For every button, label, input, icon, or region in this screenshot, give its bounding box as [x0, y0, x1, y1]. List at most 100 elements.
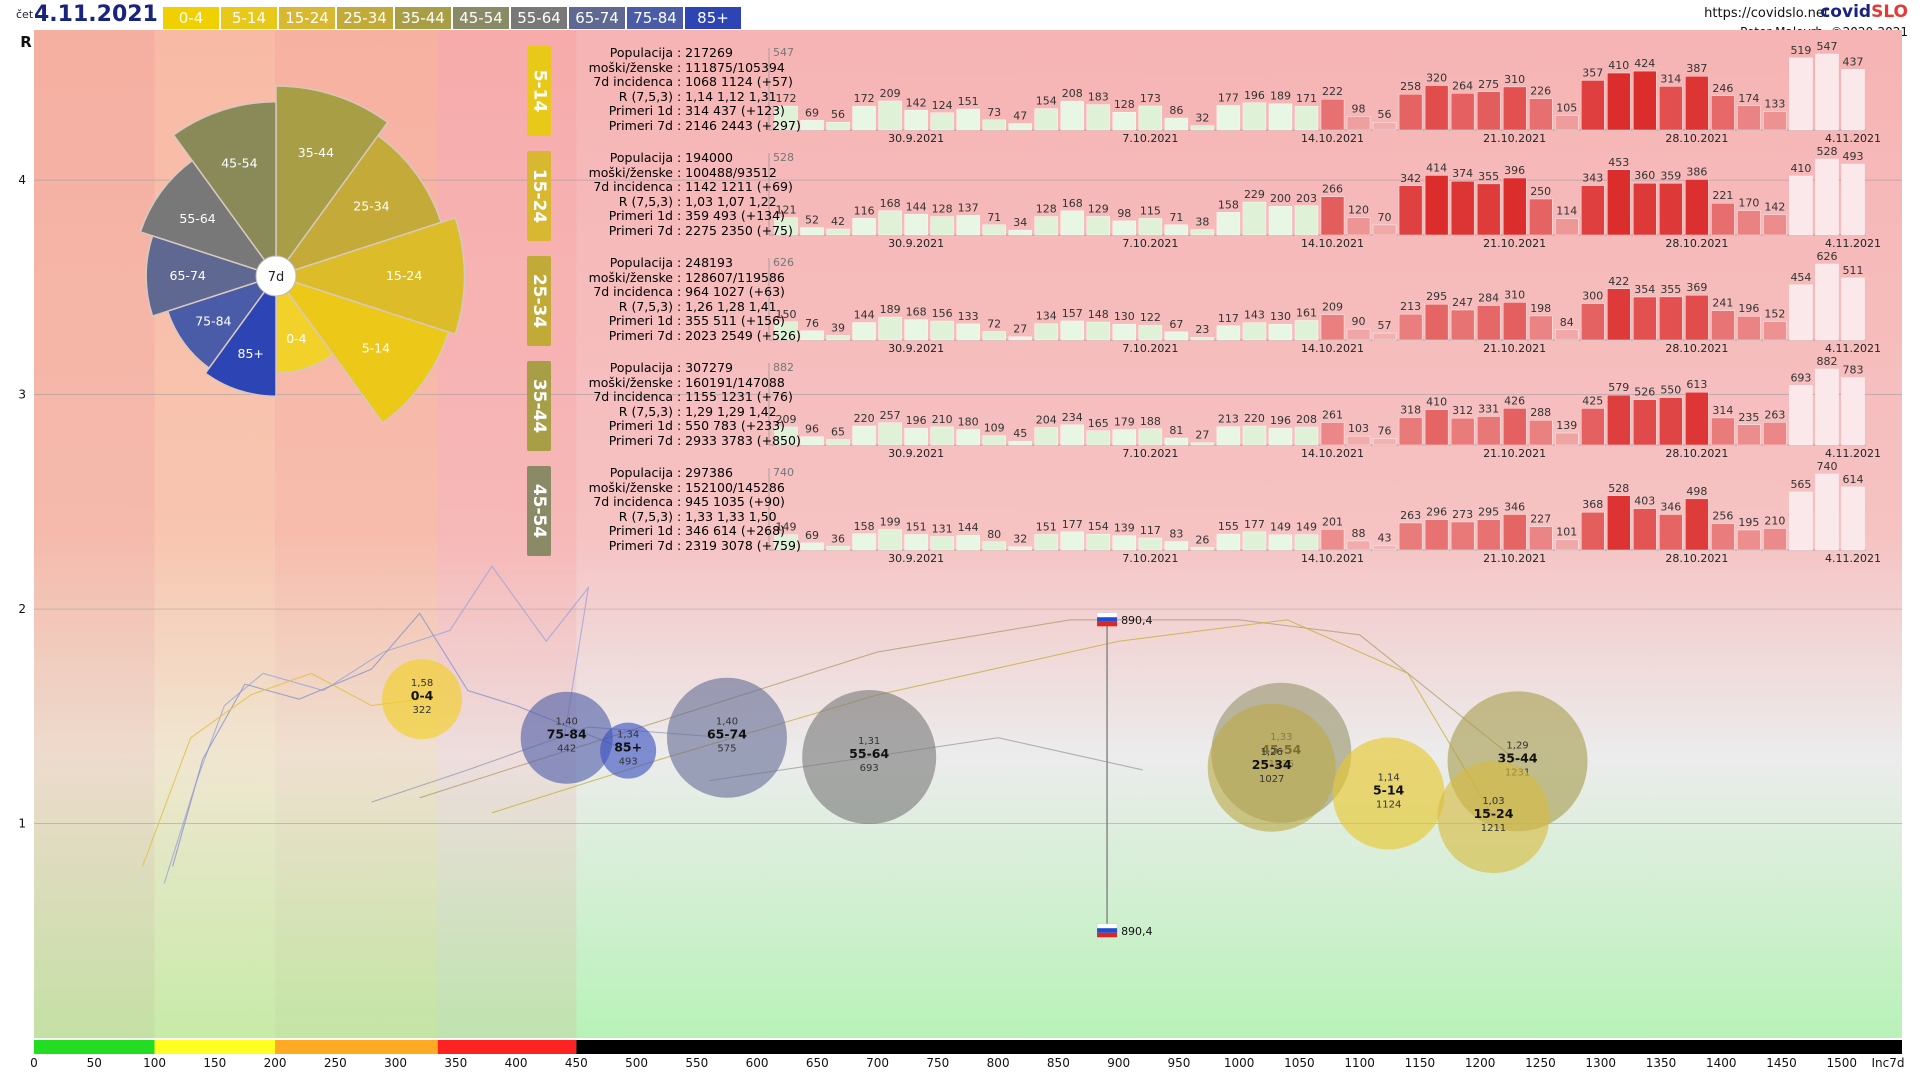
bubble-15-24 — [1437, 761, 1550, 874]
panel-date-label: 30.9.2021 — [888, 237, 944, 250]
panel-bar — [1424, 85, 1449, 131]
info-row: Populacija: 297386 — [555, 465, 801, 481]
panel-bar-value: 437 — [1842, 55, 1863, 68]
panel-bar-value: 213 — [1218, 413, 1239, 426]
panel-bar-value: 170 — [1738, 197, 1759, 210]
info-key: 7d incidenca — [593, 389, 673, 405]
age-filter-15-24[interactable]: 15-24 — [279, 7, 335, 29]
bubble-55-64 — [802, 690, 937, 825]
panel-date-label: 30.9.2021 — [888, 342, 944, 355]
panel-bar — [1424, 303, 1449, 341]
panel-bar-value: 273 — [1452, 508, 1473, 521]
age-filter-35-44[interactable]: 35-44 — [395, 7, 451, 29]
info-value: : 964 1027 (+63) — [677, 284, 785, 300]
panel-bar — [800, 436, 824, 446]
panel-bar-value: 168 — [880, 197, 901, 210]
info-row: R (7,5,3): 1,03 1,07 1,22 — [555, 194, 793, 210]
panel-bar — [1528, 419, 1553, 446]
panel-bar-value: 235 — [1738, 411, 1759, 424]
panel-bar-value: 157 — [1062, 307, 1083, 320]
age-filter-75-84[interactable]: 75-84 — [627, 7, 683, 29]
panel-bar-value: 414 — [1426, 161, 1447, 174]
panel-bar — [1424, 519, 1449, 551]
brand-part-slo: SLO — [1871, 2, 1908, 22]
age-filter-5-14[interactable]: 5-14 — [221, 7, 277, 29]
slovenia-incidence-label: 890,4 — [1121, 925, 1153, 938]
panel-bar-value: 155 — [1218, 520, 1239, 533]
panel-bar-value: 80 — [987, 528, 1001, 541]
panel-bar — [1216, 105, 1241, 131]
panel-bar-value: 156 — [932, 307, 953, 320]
panel-bar-value: 137 — [958, 201, 979, 214]
panel-bar-value: 158 — [1218, 198, 1239, 211]
panel-bar — [774, 426, 798, 446]
age-filter-0-4[interactable]: 0-4 — [163, 7, 219, 29]
panel-bar-value: 257 — [880, 409, 901, 422]
panel-bar-value: 45 — [1013, 427, 1027, 440]
panel-bar — [1685, 179, 1709, 236]
panel-bar-value: 84 — [1560, 316, 1574, 329]
report-date: 4.11.2021 — [34, 2, 158, 27]
panel-bar — [852, 105, 876, 131]
panel-age-label-text: 15-24 — [529, 168, 549, 224]
panel-date-label: 21.10.2021 — [1483, 447, 1546, 460]
panel-bar — [1320, 98, 1345, 131]
panel-bar-value: 264 — [1452, 79, 1473, 92]
panel-bar — [1581, 185, 1605, 236]
y-axis-label: R — [20, 33, 32, 51]
panel-bar — [878, 316, 902, 341]
panel-bar — [1008, 123, 1032, 131]
panel-info-block: Populacija: 194000 moški/ženske: 100488/9… — [555, 150, 793, 239]
bubble-group-label: 35-44 — [1498, 750, 1538, 765]
panel-bar-value: 151 — [906, 520, 927, 533]
panel-bar — [1815, 263, 1839, 341]
panel-bar-value: 83 — [1169, 527, 1183, 540]
panel-date-label: 14.10.2021 — [1301, 342, 1364, 355]
panel-bar-value: 161 — [1296, 306, 1317, 319]
panel-bar-value: 149 — [776, 521, 797, 534]
panel-bar — [1190, 229, 1215, 236]
panel-bar — [1060, 210, 1084, 236]
panel-bar-value: 158 — [854, 520, 875, 533]
x-tick-label: 1000 — [1224, 1056, 1255, 1070]
panel-bar-value: 52 — [805, 214, 819, 227]
panel-bar — [1476, 305, 1501, 341]
panel-bar — [1737, 529, 1761, 551]
panel-bar — [1320, 422, 1345, 446]
bubble-inc-label: 693 — [860, 763, 879, 774]
bubble-group-label: 5-14 — [1373, 783, 1405, 798]
panel-bar — [982, 435, 1006, 446]
panel-bar — [1216, 325, 1241, 341]
x-tick-label: 1250 — [1525, 1056, 1556, 1070]
panel-bar-value: 71 — [1169, 211, 1183, 224]
panel-bar-value: 109 — [984, 422, 1005, 435]
panel-ymax-label: 547 — [773, 46, 794, 59]
panel-bar-value: 152 — [1764, 308, 1785, 321]
panel-bar — [956, 323, 980, 341]
panel-bar-value: 69 — [805, 106, 819, 119]
age-filter-25-34[interactable]: 25-34 — [337, 7, 393, 29]
age-filter-55-64[interactable]: 55-64 — [511, 7, 567, 29]
panel-bar-value: 179 — [1114, 416, 1135, 429]
polar-slice-label: 5-14 — [362, 341, 390, 356]
site-link[interactable]: https://covidslo.net — [1704, 6, 1829, 21]
panel-bar — [1164, 437, 1189, 446]
info-row: Populacija: 248193 — [555, 255, 801, 271]
panel-bar-value: 196 — [1270, 414, 1291, 427]
info-key: 7d incidenca — [593, 494, 673, 510]
bubble-group-label: 25-34 — [1252, 757, 1292, 772]
x-tick-label: 800 — [987, 1056, 1010, 1070]
bubble-group-label: 75-84 — [547, 727, 587, 742]
info-key: Primeri 1d — [608, 313, 673, 329]
panel-bar-value: 346 — [1504, 500, 1525, 513]
panel-bar-value: 300 — [1582, 290, 1603, 303]
age-filter-65-74[interactable]: 65-74 — [569, 7, 625, 29]
bubble-group-label: 85+ — [614, 740, 642, 755]
age-filter-45-54[interactable]: 45-54 — [453, 7, 509, 29]
panel-bar-value: 453 — [1608, 156, 1629, 169]
info-value: : 359 493 (+134) — [677, 208, 785, 224]
panel-bar-value: 168 — [1062, 197, 1083, 210]
panel-bar-value: 387 — [1686, 62, 1707, 75]
panel-bar — [1424, 409, 1449, 446]
age-filter-85+[interactable]: 85+ — [685, 7, 741, 29]
